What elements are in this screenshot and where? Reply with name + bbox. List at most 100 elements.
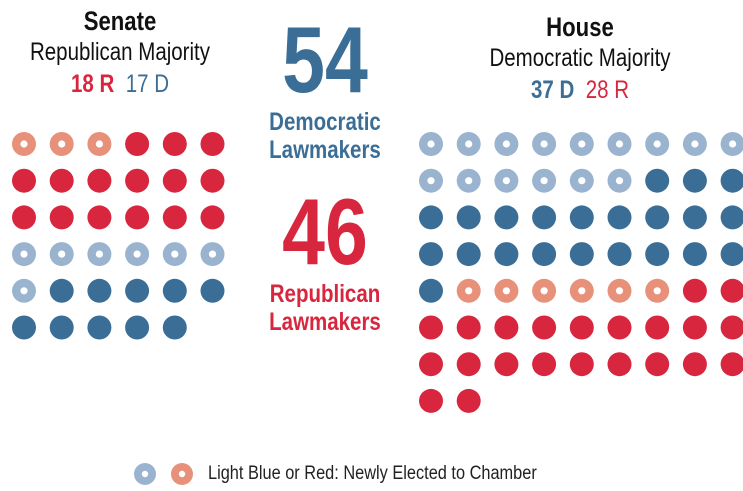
house-seat-rep	[494, 352, 519, 377]
house-seat-rep	[456, 315, 481, 340]
house-seat-dem-new	[494, 168, 519, 193]
senate-seat-dem-new	[162, 242, 187, 267]
legend-text: Light Blue or Red: Newly Elected to Cham…	[208, 463, 537, 484]
house-seat-dem	[456, 205, 481, 230]
house-seat-dem	[720, 242, 743, 267]
senate-header: Senate Republican Majority 18 R 17 D	[0, 6, 240, 100]
house-seat-rep	[532, 352, 557, 377]
senate-seat-dem	[200, 278, 225, 303]
house-seat-dem	[569, 242, 594, 267]
senate-seat-dem	[49, 278, 74, 303]
senate-seat-rep	[162, 168, 187, 193]
house-seat-dem	[532, 205, 557, 230]
house-seat-rep	[419, 352, 443, 377]
house-seat-rep	[682, 315, 707, 340]
house-seat-dem	[569, 205, 594, 230]
house-seat-dem	[720, 205, 743, 230]
house-seat-dem	[419, 242, 443, 267]
house-seat-dem-new	[456, 168, 481, 193]
legend-rep-new-marker	[171, 463, 193, 485]
senate-seat-dem	[87, 315, 112, 340]
house-seat-dem	[607, 205, 632, 230]
senate-seat-rep-new	[49, 132, 74, 156]
house-seat-rep	[607, 352, 632, 377]
senate-seat-dem	[87, 278, 112, 303]
senate-counts: 18 R 17 D	[22, 68, 219, 100]
house-seat-dem	[682, 242, 707, 267]
senate-seat-rep	[200, 205, 225, 230]
senate-seat-rep	[12, 205, 36, 230]
house-rep-count: 28 R	[585, 76, 630, 104]
rep-caption-line1: Republican	[269, 280, 381, 308]
house-seat-rep	[419, 388, 443, 413]
house-majority: Democratic Majority	[489, 44, 671, 72]
house-seat-rep	[645, 315, 670, 340]
party-totals: 54 Democratic Lawmakers 46 Republican La…	[240, 0, 410, 337]
house-seat-dem	[419, 205, 443, 230]
house-seat-dem-new	[607, 132, 632, 156]
senate-seat-dem	[49, 315, 74, 340]
house-title: House	[546, 12, 614, 42]
dem-caption-line1: Democratic	[269, 108, 381, 136]
house-seat-dem	[645, 205, 670, 230]
senate-seat-rep	[49, 205, 74, 230]
house-seat-dem	[494, 242, 519, 267]
senate-seat-dem-new	[125, 242, 150, 267]
senate-seat-dem	[162, 315, 187, 340]
house-seat-dem-new	[532, 168, 557, 193]
senate-seat-rep	[200, 168, 225, 193]
house-seat-rep-new	[532, 278, 557, 303]
house-seat-rep	[532, 315, 557, 340]
house-seat-rep	[720, 315, 743, 340]
senate-seat-rep	[200, 132, 225, 156]
senate-seat-dem	[162, 278, 187, 303]
house-seat-dem-new	[494, 132, 519, 156]
senate-seat-rep	[125, 132, 150, 156]
senate-seat-rep-new	[12, 132, 36, 156]
senate-seat-dem-new	[200, 242, 225, 267]
senate-seat-rep	[125, 168, 150, 193]
house-seat-dem-new	[569, 132, 594, 156]
senate-rep-count: 18 R	[70, 70, 115, 98]
house-seat-rep	[569, 352, 594, 377]
house-seat-rep	[645, 352, 670, 377]
senate-seat-rep-new	[87, 132, 112, 156]
senate-seat-rep	[87, 168, 112, 193]
senate-seat-dem	[125, 315, 150, 340]
house-seat-rep	[494, 315, 519, 340]
house-seat-dem-new	[682, 132, 707, 156]
house-seat-dem	[682, 168, 707, 193]
senate-seat-dem-new	[12, 278, 36, 303]
senate-seat-rep	[49, 168, 74, 193]
house-seat-rep-new	[645, 278, 670, 303]
house-seat-rep	[419, 315, 443, 340]
house-seat-dem-new	[569, 168, 594, 193]
house-seat-dem-new	[419, 132, 443, 156]
senate-title: Senate	[83, 6, 157, 36]
house-seat-dem	[456, 242, 481, 267]
house-seat-dem-new	[607, 168, 632, 193]
house-seat-rep	[720, 278, 743, 303]
house-seat-rep-new	[569, 278, 594, 303]
house-seat-dem-new	[645, 132, 670, 156]
house-seat-rep	[682, 278, 707, 303]
house-seat-rep-new	[607, 278, 632, 303]
house-seat-dem-new	[456, 132, 481, 156]
senate-seat-rep	[12, 168, 36, 193]
legend-markers	[134, 463, 193, 485]
house-seat-dem	[645, 168, 670, 193]
senate-seat-rep	[162, 132, 187, 156]
senate-seat-rep	[125, 205, 150, 230]
house-seat-dem	[494, 205, 519, 230]
dem-caption-line2: Lawmakers	[269, 136, 381, 164]
house-seat-dem	[607, 242, 632, 267]
house-header: House Democratic Majority 37 D 28 R	[430, 12, 730, 106]
senate-seat-dem-new	[49, 242, 74, 267]
senate-seat-dem-new	[87, 242, 112, 267]
house-seat-rep	[607, 315, 632, 340]
rep-total-number: 46	[282, 179, 368, 284]
house-seat-rep	[456, 352, 481, 377]
dem-total-number: 54	[282, 7, 368, 112]
house-seat-rep-new	[456, 278, 481, 303]
senate-seat-dem-new	[12, 242, 36, 267]
